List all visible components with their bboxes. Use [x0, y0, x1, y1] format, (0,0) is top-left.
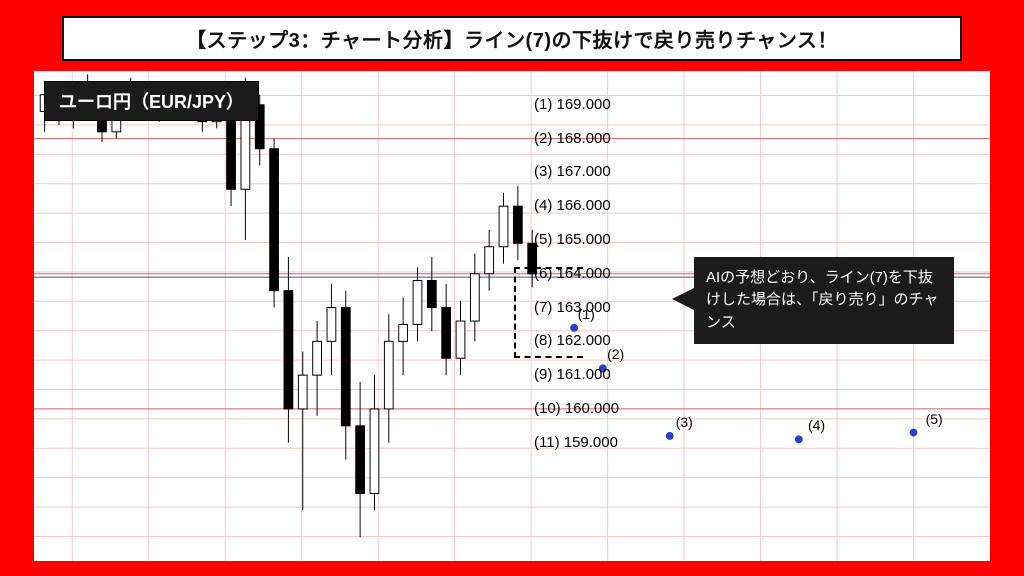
chart-container: ユーロ円（EUR/JPY） AIの予想どおり、ライン(7)を下抜けした場合は、「… — [34, 71, 990, 561]
price-level-label: (5) 165.000 — [534, 231, 611, 248]
pair-label-text: ユーロ円（EUR/JPY） — [59, 92, 244, 112]
pair-label: ユーロ円（EUR/JPY） — [44, 81, 259, 121]
price-level-label: (3) 167.000 — [534, 163, 611, 180]
forecast-label: (2) — [607, 346, 624, 362]
annotation-text: AIの予想どおり、ライン(7)を下抜けした場合は、「戻り売り」のチャンス — [706, 269, 938, 331]
forecast-label: (4) — [808, 417, 825, 433]
price-level-label: (10) 160.000 — [534, 400, 619, 417]
price-level-label: (2) 168.000 — [534, 130, 611, 147]
forecast-label: (3) — [676, 414, 693, 430]
title-bar: 【ステップ3：チャート分析】ライン(7)の下抜けで戻り売りチャンス！ — [62, 16, 962, 61]
price-level-label: (4) 166.000 — [534, 197, 611, 214]
bracket — [514, 267, 583, 358]
outer-frame: 【ステップ3：チャート分析】ライン(7)の下抜けで戻り売りチャンス！ ユーロ円（… — [0, 0, 1024, 576]
title-text: 【ステップ3：チャート分析】ライン(7)の下抜けで戻り売りチャンス！ — [186, 30, 838, 52]
annotation-box: AIの予想どおり、ライン(7)を下抜けした場合は、「戻り売り」のチャンス — [694, 257, 954, 345]
price-level-label: (9) 161.000 — [534, 366, 611, 383]
price-level-label: (11) 159.000 — [534, 434, 618, 451]
forecast-label: (1) — [578, 306, 595, 322]
price-level-label: (1) 169.000 — [534, 96, 611, 113]
forecast-label: (5) — [926, 411, 943, 427]
